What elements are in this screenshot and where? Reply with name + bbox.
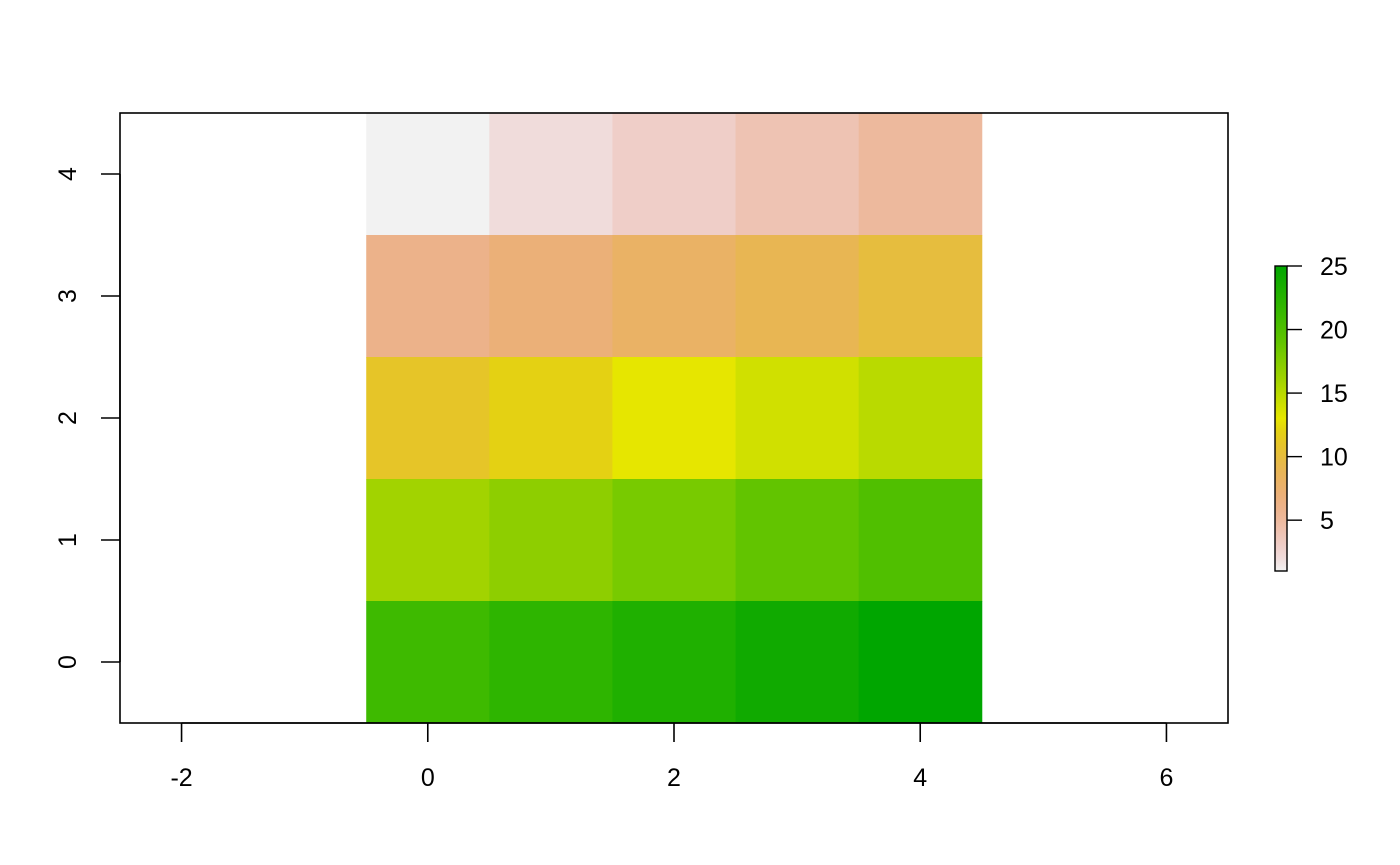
y-tick-label: 2 [54,411,82,425]
heatmap-cell [489,113,613,236]
heatmap-cell [366,479,490,602]
heatmap-cells [366,113,983,724]
y-tick-label: 3 [54,289,82,303]
heatmap-cell [858,601,983,724]
y-tick-label: 0 [54,655,82,669]
heatmap-cell [735,479,860,602]
heatmap-cell [366,113,490,236]
color-legend: 5 10 15 20 25 [1274,253,1348,572]
y-axis: 0 1 2 3 4 [54,167,121,669]
heatmap-cell [489,601,613,724]
heatmap-cell [612,113,737,236]
heatmap-cell [366,357,490,480]
heatmap-cell [735,357,860,480]
y-tick-label: 1 [54,533,82,547]
x-tick-label: 2 [667,764,681,792]
heatmap-cell [858,235,983,358]
legend-tick-label: 25 [1320,253,1348,281]
x-tick-label: -2 [170,764,192,792]
legend-tick-label: 15 [1320,380,1348,408]
x-tick-label: 6 [1159,764,1173,792]
y-tick-label: 4 [54,167,82,181]
legend-color-bar [1274,265,1288,572]
heatmap-cell [735,235,860,358]
heatmap-cell [612,601,737,724]
x-tick-label: 0 [421,764,435,792]
heatmap-cell [858,357,983,480]
heatmap-cell [489,479,613,602]
legend-tick-label: 5 [1320,507,1334,535]
legend-tick-label: 20 [1320,317,1348,345]
heatmap-cell [612,479,737,602]
heatmap-cell [858,479,983,602]
heatmap-cell [366,235,490,358]
x-axis: -2 0 2 4 6 [170,722,1173,792]
heatmap-cell [858,113,983,236]
x-tick-label: 4 [913,764,927,792]
heatmap-cell [735,601,860,724]
heatmap-cell [489,357,613,480]
heatmap-cell [612,235,737,358]
heatmap-cell [735,113,860,236]
heatmap-cell [612,357,737,480]
heatmap-cell [489,235,613,358]
legend-tick-label: 10 [1320,444,1348,472]
heatmap-cell [366,601,490,724]
